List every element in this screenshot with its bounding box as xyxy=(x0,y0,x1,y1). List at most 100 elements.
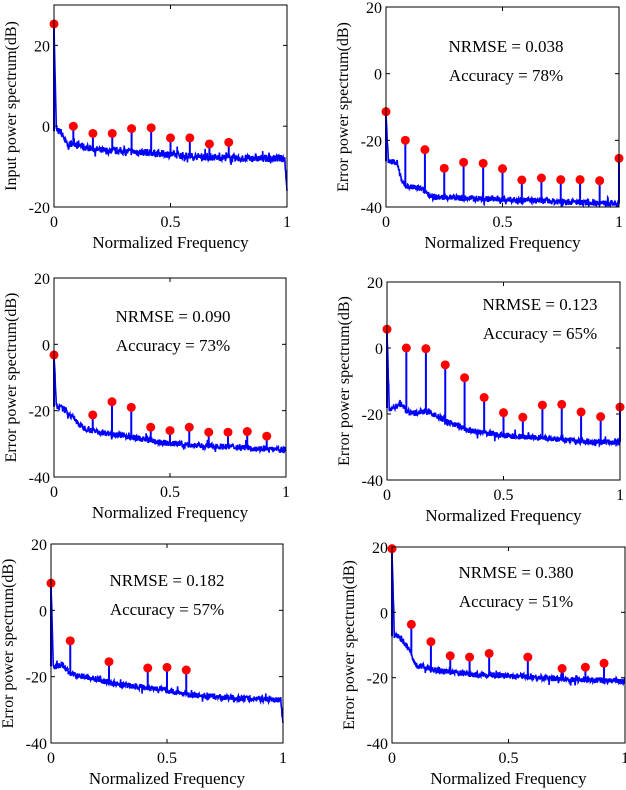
stem-marker xyxy=(518,412,528,422)
stem-marker xyxy=(421,344,431,354)
x-tick-label: 1 xyxy=(282,484,290,501)
stem-marker xyxy=(162,662,172,672)
accuracy-annotation: Accuracy = 51% xyxy=(459,592,573,611)
y-tick-label: 20 xyxy=(366,0,382,17)
y-tick-label: 0 xyxy=(42,119,50,136)
y-tick-label: -40 xyxy=(367,736,388,753)
stem-marker xyxy=(262,431,272,441)
accuracy-annotation: Accuracy = 73% xyxy=(116,336,230,355)
accuracy-annotation: Accuracy = 57% xyxy=(110,600,224,619)
y-tick-label: 0 xyxy=(42,337,50,354)
stem-marker xyxy=(556,175,566,185)
y-axis-label: Error power spectrum(dB) xyxy=(341,560,358,730)
y-tick-label: -20 xyxy=(29,200,50,217)
y-tick-label: 20 xyxy=(34,271,50,288)
y-tick-label: -20 xyxy=(29,404,50,421)
accuracy-annotation: Accuracy = 65% xyxy=(483,324,597,343)
stem-marker xyxy=(557,399,567,409)
subplot-3: 0 0.5 1 -40 -20 0 20 Normalized Frequency Error … xyxy=(3,271,290,522)
stem-marker xyxy=(498,164,507,174)
x-tick-label: 0.5 xyxy=(494,487,514,504)
y-tick-label: 0 xyxy=(39,603,47,620)
stem-marker xyxy=(479,393,489,402)
x-axis-label: Normalized Frequency xyxy=(92,233,249,252)
stem-marker xyxy=(165,426,175,436)
x-tick-label: 0.5 xyxy=(161,214,181,231)
stem-marker xyxy=(68,121,78,131)
stem-marker xyxy=(126,402,136,412)
stem-marker xyxy=(445,651,455,661)
stem-marker xyxy=(426,637,436,647)
stem-marker xyxy=(484,648,494,658)
y-axis-label: Error power spectrum(dB) xyxy=(3,293,20,463)
y-tick-label: -20 xyxy=(26,670,47,687)
y-tick-label: 20 xyxy=(31,537,47,554)
x-tick-label: 0.5 xyxy=(160,484,180,501)
stem-marker xyxy=(499,408,508,418)
stem-marker xyxy=(224,137,234,147)
nrmse-annotation: NRMSE = 0.380 xyxy=(459,563,574,582)
y-tick-label: -40 xyxy=(361,200,382,217)
stem-marker xyxy=(65,636,75,646)
y-tick-label: -20 xyxy=(367,671,388,688)
x-tick-label: 0.5 xyxy=(499,750,519,767)
x-tick-label: 0 xyxy=(50,484,58,501)
x-tick-label: 1 xyxy=(279,750,287,767)
stem-marker xyxy=(576,407,586,417)
stem-marker xyxy=(517,175,527,185)
y-tick-label: -20 xyxy=(362,407,383,424)
stem-marker xyxy=(107,397,117,407)
y-tick-label: -40 xyxy=(362,473,383,490)
x-tick-label: 0.5 xyxy=(493,214,513,231)
x-tick-label: 0 xyxy=(47,750,55,767)
stem-marker xyxy=(596,412,606,422)
x-tick-label: 1 xyxy=(616,487,624,504)
subplot-2: 0 0.5 1 -40 -20 0 20 Normalized Frequency Error … xyxy=(335,0,624,252)
x-axis-label: Normalized Frequency xyxy=(424,233,581,252)
stem-marker xyxy=(557,664,567,674)
accuracy-annotation: Accuracy = 78% xyxy=(449,66,563,85)
y-axis-label: Error power spectrum(dB) xyxy=(336,296,353,466)
stem-marker xyxy=(204,427,214,437)
stem-marker xyxy=(104,657,114,667)
x-tick-label: 1 xyxy=(615,214,623,231)
stem-marker xyxy=(146,422,156,432)
nrmse-annotation: NRMSE = 0.123 xyxy=(483,295,598,314)
x-tick-label: 0 xyxy=(50,214,58,231)
x-tick-label: 0 xyxy=(382,214,390,231)
x-tick-label: 0.5 xyxy=(157,750,177,767)
stem-marker xyxy=(107,128,117,138)
stem-marker xyxy=(536,173,546,183)
stem-marker xyxy=(537,400,547,410)
subplot-5: 0 0.5 1 -40 -20 0 20 Normalized Frequency Error … xyxy=(0,537,287,788)
noise-spectrum-line xyxy=(391,550,626,687)
y-tick-label: -40 xyxy=(26,736,47,753)
y-tick-label: 0 xyxy=(374,67,382,84)
stem-marker xyxy=(184,422,194,432)
stem-marker xyxy=(440,360,450,370)
stem-marker xyxy=(595,176,605,186)
stem-marker xyxy=(204,139,214,149)
x-tick-label: 0 xyxy=(383,487,391,504)
subplot-6: 0 0.5 1 -40 -20 0 20 Normalized Frequency Error … xyxy=(341,540,626,788)
x-tick-label: 0 xyxy=(388,750,396,767)
stem-marker xyxy=(478,158,488,168)
stem-marker xyxy=(575,175,585,185)
axes-box xyxy=(53,4,288,208)
stem-marker xyxy=(400,135,410,145)
stem-marker xyxy=(523,652,533,662)
stem-marker xyxy=(465,652,475,662)
stem-marker xyxy=(166,133,175,143)
y-axis-label: Error power spectrum(dB) xyxy=(335,22,352,192)
stem-marker xyxy=(146,123,156,133)
x-axis-label: Normalized Frequency xyxy=(430,769,587,788)
x-axis-label: Normalized Frequency xyxy=(89,769,246,788)
stem-marker xyxy=(599,658,609,668)
stem-marker xyxy=(580,662,590,672)
stem-marker xyxy=(439,163,449,173)
stem-marker xyxy=(127,124,137,134)
x-tick-label: 1 xyxy=(283,214,291,231)
y-tick-label: 0 xyxy=(375,341,383,358)
